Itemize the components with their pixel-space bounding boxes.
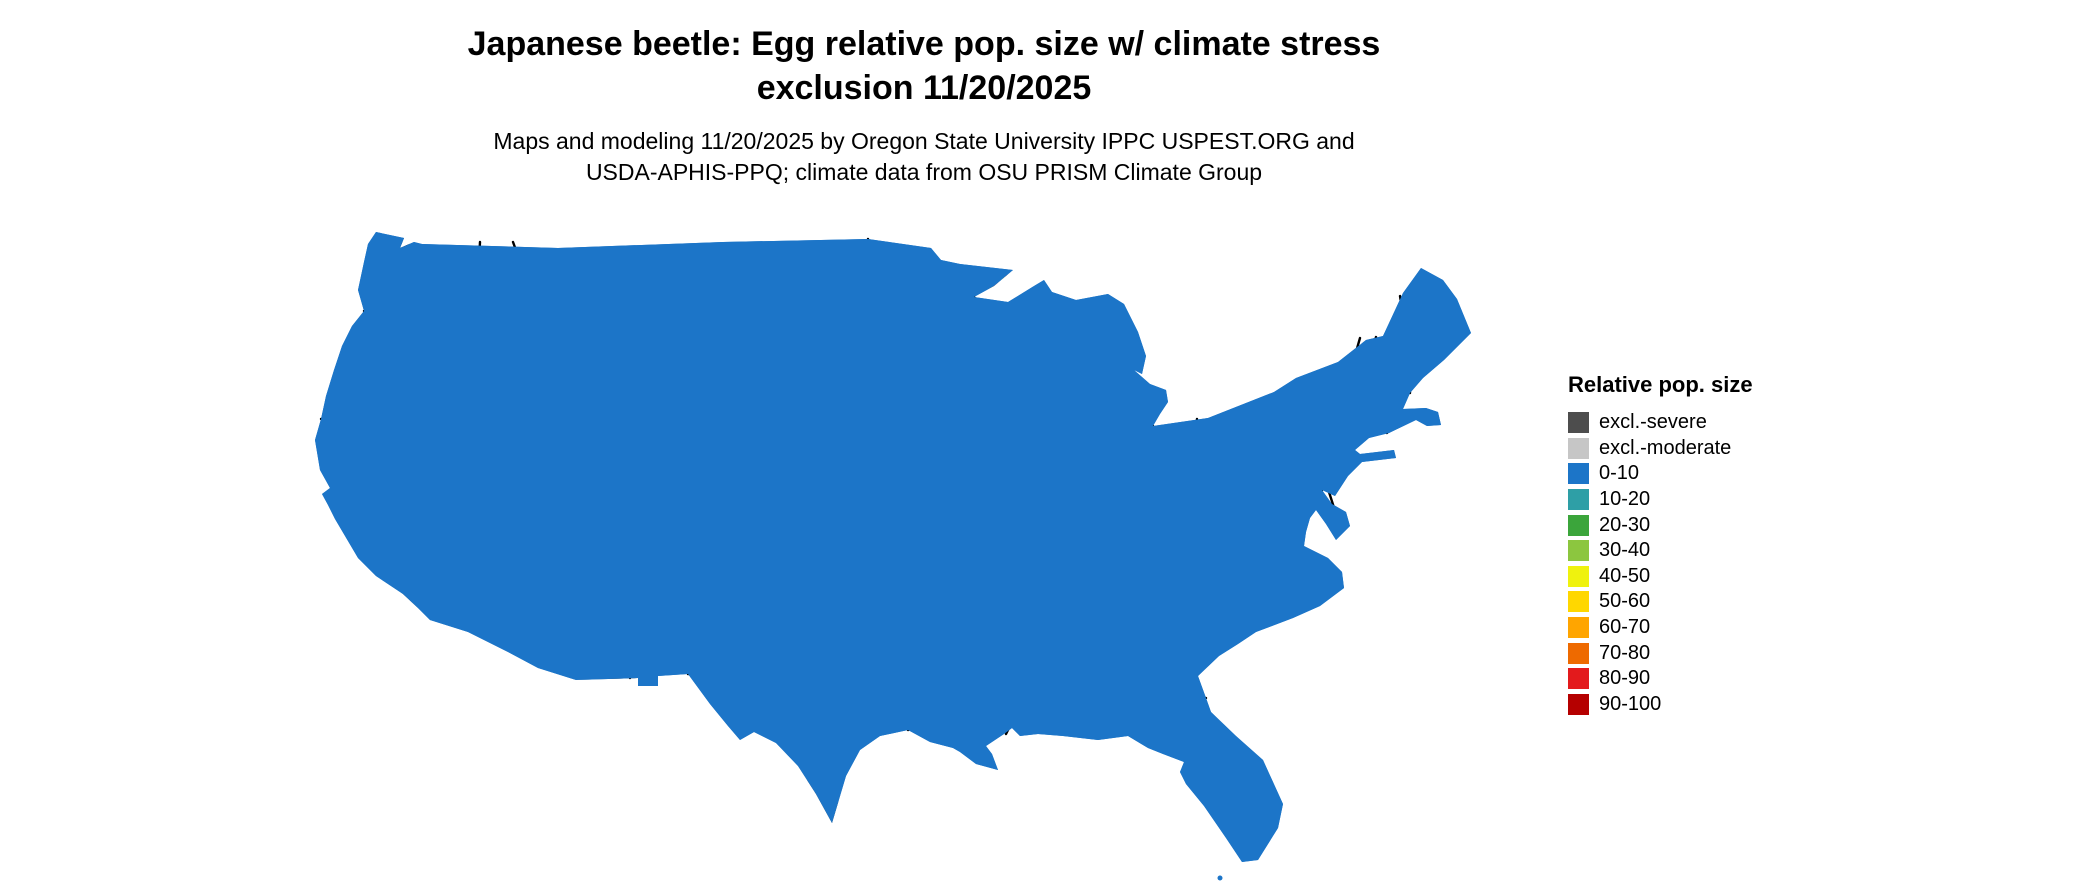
legend-row: excl.-moderate [1568, 436, 1753, 462]
map-title-line2: exclusion 11/20/2025 [756, 69, 1092, 108]
legend-label: 10-20 [1599, 488, 1651, 511]
legend-row: 90-100 [1568, 692, 1753, 718]
legend-row: 50-60 [1568, 589, 1753, 615]
legend-row: 30-40 [1568, 538, 1753, 564]
legend-row: 20-30 [1568, 512, 1753, 538]
map-subtitle: Maps and modeling 11/20/2025 by Oregon S… [308, 126, 1540, 188]
legend-label: 0-10 [1599, 462, 1640, 485]
map-subtitle-line1: Maps and modeling 11/20/2025 by Oregon S… [493, 128, 1355, 155]
legend-swatch-60-70 [1568, 617, 1589, 639]
legend-swatch-70-80 [1568, 642, 1589, 664]
legend-swatch-excl-severe [1568, 412, 1589, 434]
legend-label: 80-90 [1599, 667, 1651, 690]
map-header: Japanese beetle: Egg relative pop. size … [308, 22, 1540, 188]
conus-outline [313, 230, 1473, 864]
legend-label: 20-30 [1599, 513, 1651, 536]
legend: Relative pop. size excl.-severe excl.-mod… [1568, 372, 1753, 717]
legend-label: 70-80 [1599, 641, 1651, 664]
legend-row: excl.-severe [1568, 410, 1753, 436]
legend-items: excl.-severe excl.-moderate 0-10 10-20 20-30… [1568, 410, 1753, 717]
legend-title: Relative pop. size [1568, 372, 1753, 397]
legend-swatch-40-50 [1568, 565, 1589, 587]
legend-label: 60-70 [1599, 616, 1651, 639]
legend-swatch-excl-moderate [1568, 437, 1589, 459]
legend-row: 70-80 [1568, 640, 1753, 666]
legend-row: 80-90 [1568, 666, 1753, 692]
legend-row: 0-10 [1568, 461, 1753, 487]
legend-swatch-30-40 [1568, 540, 1589, 562]
map-title: Japanese beetle: Egg relative pop. size … [308, 22, 1540, 110]
legend-swatch-80-90 [1568, 668, 1589, 690]
legend-row: 10-20 [1568, 487, 1753, 513]
legend-swatch-90-100 [1568, 693, 1589, 715]
legend-swatch-0-10 [1568, 463, 1589, 485]
legend-label: 50-60 [1599, 590, 1651, 613]
florida-keys-dot [1217, 875, 1223, 881]
legend-swatch-20-30 [1568, 514, 1589, 536]
legend-swatch-50-60 [1568, 591, 1589, 613]
legend-label: excl.-severe [1599, 411, 1707, 434]
map-title-line1: Japanese beetle: Egg relative pop. size … [467, 25, 1381, 63]
legend-label: 40-50 [1599, 564, 1651, 587]
legend-label: excl.-moderate [1599, 436, 1732, 459]
legend-label: 30-40 [1599, 539, 1651, 562]
legend-swatch-10-20 [1568, 489, 1589, 511]
map-subtitle-line2: USDA-APHIS-PPQ; climate data from OSU PR… [585, 159, 1263, 186]
us-map-svg [313, 230, 1473, 881]
legend-row: 40-50 [1568, 564, 1753, 590]
legend-label: 90-100 [1599, 692, 1662, 715]
us-map [308, 228, 1528, 888]
legend-row: 60-70 [1568, 615, 1753, 641]
